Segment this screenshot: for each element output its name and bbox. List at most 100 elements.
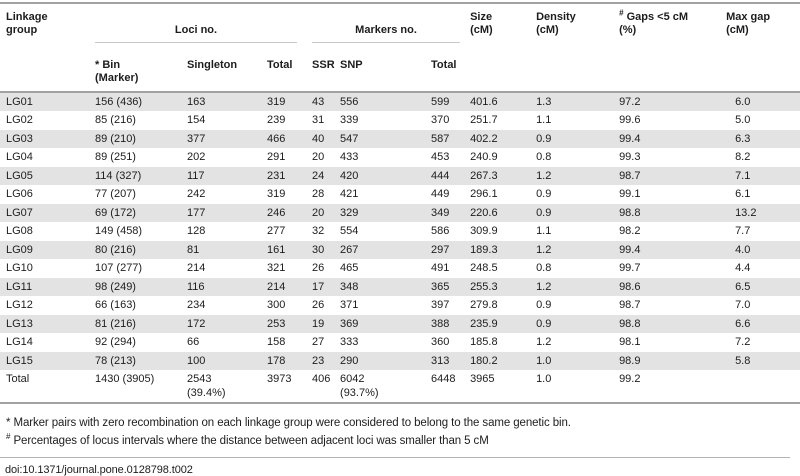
cell-snp: 6042 (93.7%)	[340, 373, 379, 399]
cell-markers-total: 349	[431, 206, 450, 219]
cell-snp: 339	[340, 114, 359, 126]
table-row: LG02 85 (216) 154 239 31 339 370 251.7 1.1 99.6 5.…	[0, 111, 800, 130]
cell-max-gap: 4.4	[735, 262, 751, 274]
cell-markers-total: 397	[431, 299, 450, 311]
cell-size: 402.2	[470, 132, 498, 145]
cell-bin: 1430 (3905)	[95, 373, 155, 385]
cell-max-gap: 7.0	[735, 299, 751, 311]
table-row: LG11 98 (249) 116 214 17 348 365 255.3 1.2 98.6 6.…	[0, 277, 800, 296]
cell-markers-total: 586	[431, 225, 450, 237]
cell-snp: 369	[340, 317, 359, 330]
cell-snp: 421	[340, 188, 359, 200]
cell-gaps: 99.7	[619, 262, 641, 274]
cell-max-gap: 6.0	[735, 96, 751, 108]
cell-bin: 77 (207)	[95, 188, 136, 200]
cell-linkage-group: LG04	[6, 151, 33, 163]
cell-max-gap: 6.1	[735, 188, 751, 200]
table-body: LG01 156 (436) 163 319 43 556 599 401.6 1.3 97.2 6…	[0, 92, 800, 403]
cell-density: 1.3	[536, 96, 552, 108]
cell-ssr: 24	[312, 169, 325, 182]
table-row: LG06 77 (207) 242 319 28 421 449 296.1 0.9 99.1 6.…	[0, 185, 800, 204]
cell-snp: 547	[340, 132, 359, 145]
cell-density: 0.8	[536, 151, 552, 163]
cell-markers-total: 370	[431, 114, 450, 126]
cell-linkage-group: LG08	[6, 225, 33, 237]
cell-density: 0.8	[536, 262, 552, 274]
cell-snp: 290	[340, 354, 359, 367]
cell-markers-total: 444	[431, 169, 450, 182]
cell-gaps: 98.8	[619, 206, 641, 219]
cell-singleton: 117	[187, 169, 205, 182]
cell-density: 1.1	[536, 114, 552, 126]
cell-gaps: 98.8	[619, 317, 641, 330]
table-row: LG03 89 (210) 377 466 40 547 587 402.2 0.9 99.4 6.…	[0, 129, 800, 148]
cell-bin: 81 (216)	[95, 317, 136, 330]
cell-singleton: 177	[187, 206, 206, 219]
col-group-loci-label: Loci no.	[95, 24, 298, 43]
cell-density: 1.2	[536, 243, 552, 256]
cell-singleton: 163	[187, 96, 206, 108]
cell-max-gap: 7.7	[735, 225, 751, 237]
cell-max-gap: 5.0	[735, 114, 751, 126]
table-row: LG05 114 (327) 117 231 24 420 444 267.3 1.2 98.7 7…	[0, 166, 800, 185]
cell-density: 0.9	[536, 299, 552, 311]
footnote-gaps: # Percentages of locus intervals where t…	[6, 433, 792, 448]
cell-max-gap: 6.6	[735, 317, 751, 330]
cell-max-gap: 4.0	[735, 243, 751, 256]
cell-ssr: 26	[312, 262, 325, 274]
cell-max-gap: 7.1	[735, 169, 751, 182]
cell-gaps: 99.2	[619, 373, 641, 385]
cell-snp: 433	[340, 151, 359, 163]
cell-linkage-group: LG14	[6, 336, 33, 348]
linkage-map-table: Linkage group Loci no. Markers no. Size …	[0, 2, 800, 404]
cell-gaps: 99.1	[619, 188, 641, 200]
cell-max-gap	[726, 370, 800, 403]
table-header: Linkage group Loci no. Markers no. Size …	[0, 3, 800, 92]
cell-bin: 156 (436)	[95, 96, 143, 108]
cell-size: 248.5	[470, 262, 498, 274]
cell-loci-total: 466	[267, 132, 286, 145]
cell-linkage-group: LG07	[6, 206, 33, 219]
cell-loci-total: 246	[267, 206, 286, 219]
cell-markers-total: 365	[431, 280, 450, 293]
cell-ssr: 40	[312, 132, 325, 145]
cell-linkage-group: LG01	[6, 96, 33, 108]
cell-markers-total: 599	[431, 96, 450, 108]
col-header-bin: * Bin (Marker)	[95, 59, 139, 84]
cell-gaps: 98.6	[619, 280, 641, 293]
cell-singleton: 128	[187, 225, 206, 237]
cell-size: 3965	[470, 373, 495, 385]
cell-bin: 89 (210)	[95, 132, 136, 145]
col-header-markers-total: Total	[431, 59, 457, 71]
cell-size: 220.6	[470, 206, 498, 219]
cell-gaps: 99.3	[619, 151, 641, 163]
cell-loci-total: 161	[267, 243, 286, 256]
col-header-loci-total: Total	[267, 59, 293, 71]
cell-gaps: 99.4	[619, 243, 641, 256]
sub-header-row: * Bin (Marker) Singleton Total SSR SNP T…	[0, 56, 800, 92]
table-row: LG14 92 (294) 66 158 27 333 360 185.8 1.2 98.1 7.2	[0, 333, 800, 352]
divider	[0, 457, 790, 458]
cell-gaps: 97.2	[619, 96, 641, 108]
cell-density: 0.9	[536, 188, 552, 200]
cell-linkage-group: LG06	[6, 188, 33, 200]
col-header-gaps-label: Gaps <5 cM (%)	[619, 11, 689, 36]
cell-singleton: 377	[187, 132, 206, 145]
cell-density: 1.2	[536, 169, 552, 182]
cell-linkage-group: LG05	[6, 169, 33, 182]
cell-singleton: 214	[187, 262, 206, 274]
cell-markers-total: 6448	[431, 373, 456, 385]
footnote-bin: * Marker pairs with zero recombination o…	[6, 417, 571, 429]
cell-singleton: 234	[187, 299, 206, 311]
cell-singleton: 66	[187, 336, 200, 348]
cell-ssr: 32	[312, 225, 325, 237]
cell-size: 185.8	[470, 336, 498, 348]
cell-singleton: 116	[187, 280, 205, 293]
cell-size: 251.7	[470, 114, 498, 126]
cell-density: 1.2	[536, 280, 552, 293]
cell-gaps: 98.7	[619, 299, 641, 311]
cell-bin: 114 (327)	[95, 169, 142, 182]
cell-density: 0.9	[536, 317, 552, 330]
cell-ssr: 17	[312, 280, 325, 293]
